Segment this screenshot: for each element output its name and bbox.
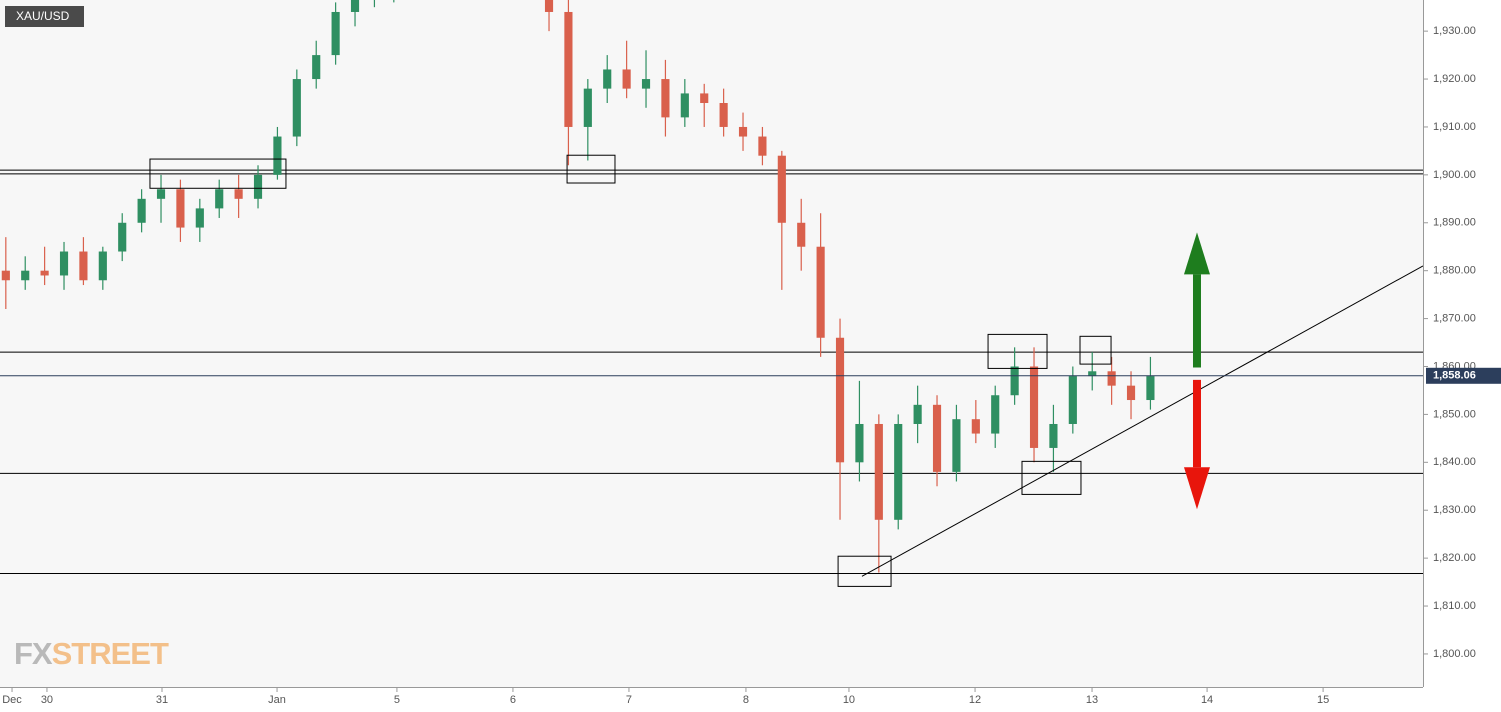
annotation-box [987, 333, 1048, 369]
plot-area [0, 0, 1423, 587]
y-tick-label: 1,900.00 [1433, 169, 1476, 181]
candle-body [331, 11, 340, 56]
y-tick-label: 1,890.00 [1433, 217, 1476, 229]
y-tick-label: 1,800.00 [1433, 648, 1476, 660]
y-tick-label: 1,880.00 [1433, 265, 1476, 277]
arrow-head [1183, 232, 1210, 275]
candle-body [176, 189, 185, 228]
candle-body [40, 270, 49, 276]
candle-body [59, 251, 69, 276]
candle-body [758, 136, 767, 156]
x-tick-label: 12 [969, 694, 981, 706]
x-tick-label: 30 [41, 694, 53, 706]
candle-body [680, 93, 689, 118]
candle-body [98, 251, 107, 281]
x-tick-label: 13 [1086, 694, 1098, 706]
y-tick-label: 1,910.00 [1433, 121, 1476, 133]
plot-background [0, 0, 1423, 687]
candle-body [1, 270, 10, 281]
x-tick-label: 14 [1201, 694, 1213, 706]
candle-body [719, 103, 728, 127]
candle-body [292, 79, 301, 137]
x-tick-label: 8 [743, 694, 749, 706]
candle-body [215, 189, 224, 209]
last-price-label: 1,858.06 [1433, 370, 1476, 382]
y-tick-label: 1,830.00 [1433, 504, 1476, 516]
candle-body [641, 79, 651, 89]
chart-title: XAU/USD [16, 9, 70, 23]
y-tick-label: 1,840.00 [1433, 456, 1476, 468]
candle-body [118, 222, 127, 252]
candle-body [835, 337, 845, 463]
title-box [5, 6, 84, 27]
candle-body [1010, 366, 1019, 396]
candle-body [564, 11, 573, 127]
annotation-box [837, 555, 892, 587]
candle-body [21, 270, 30, 281]
candle-body [1029, 366, 1039, 448]
candle-body [234, 189, 243, 199]
candle-body [816, 246, 825, 338]
candle-body [932, 404, 942, 472]
candle-body [700, 93, 709, 104]
annotation-box [1079, 335, 1112, 365]
candle-body [603, 69, 612, 89]
y-tick-label: 1,870.00 [1433, 312, 1476, 324]
x-tick-label: 5 [394, 694, 400, 706]
y-tick-label: 1,920.00 [1433, 73, 1476, 85]
candle-body [350, 0, 360, 12]
x-tick-label: 6 [510, 694, 516, 706]
candle-body [952, 419, 961, 472]
candle-body [1049, 423, 1058, 448]
candle-body [195, 208, 204, 228]
candle-body [156, 189, 166, 199]
candle-body [991, 395, 1000, 434]
y-tick-label: 1,820.00 [1433, 552, 1476, 564]
candle-body [1068, 376, 1077, 424]
candle-body [1126, 385, 1136, 401]
x-tick-label: Jan [268, 694, 286, 706]
candle-body [79, 251, 88, 281]
x-tick-label: Dec [2, 694, 22, 706]
candle-body [874, 423, 883, 520]
candle-body [622, 69, 631, 89]
x-tick-label: 31 [156, 694, 168, 706]
x-tick-label: 7 [626, 694, 632, 706]
candle-body [1107, 371, 1116, 386]
candle-body [661, 79, 670, 118]
candle-body [273, 136, 282, 175]
y-tick-label: 1,850.00 [1433, 408, 1476, 420]
candle-body [855, 423, 864, 463]
y-tick-label: 1,810.00 [1433, 600, 1476, 612]
candle-body [913, 404, 922, 424]
watermark-street: STREET [52, 636, 169, 671]
candle-body [797, 222, 806, 247]
candle-body [137, 198, 146, 223]
annotation-box [1021, 460, 1082, 495]
annotation-box [149, 158, 287, 189]
arrow-head [1183, 467, 1210, 510]
annotation-box [566, 154, 616, 184]
candle-body [1146, 376, 1155, 401]
candle-body [253, 174, 263, 199]
candle-body [738, 126, 748, 137]
candle-body [1088, 371, 1097, 377]
candle-body [894, 423, 903, 520]
x-tick-label: 15 [1317, 694, 1329, 706]
y-tick-label: 1,930.00 [1433, 25, 1476, 37]
candle-body [583, 88, 592, 127]
candle-body [971, 419, 980, 434]
watermark-fx: FX [14, 636, 53, 671]
candle-body [777, 155, 786, 223]
trendline [861, 265, 1423, 577]
candle-body [312, 55, 321, 80]
last-price-box [1426, 367, 1501, 384]
candle-body [544, 0, 554, 12]
watermark: FXSTREET [14, 636, 169, 671]
x-tick-label: 10 [843, 694, 855, 706]
